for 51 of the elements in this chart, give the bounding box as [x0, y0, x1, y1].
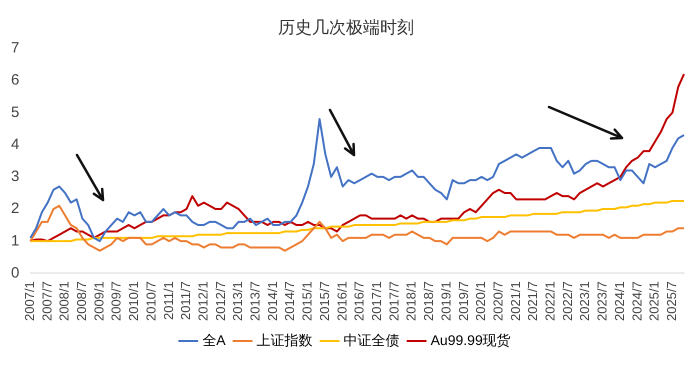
x-tick-label: 2014/1: [264, 281, 280, 322]
x-tick-label: 2016/7: [352, 281, 367, 322]
x-tick-label: 2007/7: [39, 281, 54, 322]
y-tick-label: 5: [11, 104, 20, 121]
legend-label: 中证全债: [344, 332, 400, 348]
x-tick-label: 2011/1: [160, 281, 176, 320]
x-tick-label: 2013/1: [230, 281, 246, 322]
x-tick-label: 2020/7: [490, 281, 506, 322]
x-tick-label: 2011/7: [178, 281, 194, 320]
x-tick-label: 2021/1: [508, 281, 523, 322]
x-tick-label: 2015/1: [300, 281, 315, 322]
x-tick-label: 2018/1: [404, 281, 419, 322]
y-tick-label: 0: [11, 264, 20, 282]
x-tick-label: 2015/7: [316, 281, 332, 322]
legend-label: 上证指数: [256, 332, 313, 348]
y-tick-label: 6: [11, 72, 20, 89]
x-tick-label: 2013/7: [248, 281, 263, 322]
x-tick-label: 2010/7: [143, 281, 158, 322]
x-tick-label: 2023/1: [577, 281, 592, 322]
y-tick-label: 2: [11, 200, 20, 218]
legend-label: Au99.99现货: [430, 332, 511, 348]
x-tick-label: 2017/1: [368, 281, 384, 322]
x-tick-label: 2024/7: [629, 281, 644, 322]
x-tick-label: 2014/7: [282, 281, 298, 322]
y-tick-label: 4: [11, 136, 20, 153]
x-tick-label: 2016/1: [334, 281, 350, 322]
x-tick-label: 2018/7: [421, 281, 436, 322]
x-tick-label: 2009/7: [108, 281, 124, 322]
x-tick-label: 2020/1: [473, 281, 488, 322]
x-tick-label: 2012/7: [212, 281, 228, 322]
x-tick-label: 2021/7: [525, 281, 540, 322]
x-tick-label: 2022/1: [542, 281, 558, 322]
x-tick-label: 2025/1: [646, 281, 662, 322]
chart-title: 历史几次极端时刻: [278, 18, 414, 37]
x-tick-label: 2007/1: [22, 281, 37, 322]
x-tick-label: 2025/7: [664, 281, 680, 322]
y-tick-label: 1: [11, 232, 20, 250]
x-tick-label: 2009/1: [91, 281, 106, 322]
x-tick-label: 2012/1: [195, 281, 210, 322]
y-tick-label: 7: [11, 40, 20, 57]
x-tick-label: 2022/7: [560, 281, 575, 322]
y-tick-label: 3: [11, 168, 20, 186]
x-tick-label: 2010/1: [126, 281, 142, 322]
x-tick-label: 2019/1: [438, 281, 454, 322]
legend-label: 全A: [202, 332, 226, 348]
x-tick-label: 2024/1: [612, 281, 627, 322]
x-tick-label: 2008/7: [74, 281, 89, 322]
x-tick-label: 2008/1: [56, 281, 72, 322]
x-tick-label: 2019/7: [456, 281, 471, 322]
x-tick-label: 2023/7: [594, 281, 610, 322]
x-tick-label: 2017/7: [386, 281, 402, 322]
